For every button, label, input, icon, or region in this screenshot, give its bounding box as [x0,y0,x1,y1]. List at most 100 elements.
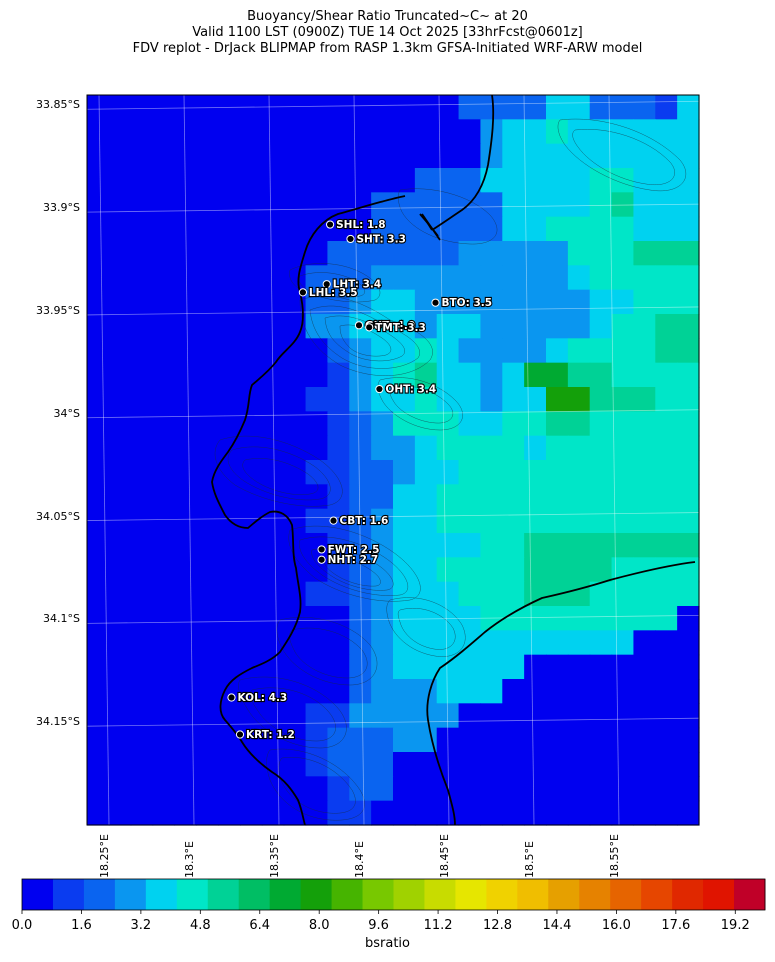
site-marker [354,321,364,330]
field-cell [327,654,350,680]
field-cell [283,752,307,777]
field-cell [174,460,197,485]
field-cell [677,752,700,777]
field-cell [327,168,350,193]
field-cell [611,95,635,120]
field-cell [240,95,263,120]
field-cell [305,265,329,291]
lon-tick-label: 18.35°E [268,834,281,878]
field-cell [589,581,613,607]
field-cell [677,630,700,656]
field-cell [130,703,154,729]
colorbar-swatch [207,879,240,910]
field-cell [546,314,569,339]
field-cell [196,435,219,461]
field-cell [414,387,438,412]
field-cell [436,533,460,558]
field-cell [174,533,197,558]
field-cell [677,216,700,242]
field-cell [196,557,219,583]
field-cell [655,192,678,218]
field-cell [283,168,307,193]
field-cell [349,557,372,583]
field-cell [327,314,350,339]
field-cell [546,241,569,266]
field-cell [567,411,591,437]
field-cell [524,557,547,583]
field-cell [633,387,656,412]
field-cell [152,703,176,729]
field-cell [633,362,656,388]
field-cell [218,143,241,169]
field-cell [130,387,154,412]
field-cell [436,557,460,583]
field-cell [436,752,460,777]
field-cell [546,265,569,291]
field-cell [152,727,176,753]
graticule-lat-line [86,203,700,213]
field-cell [502,508,525,534]
field-cell [589,533,613,558]
field-cell [130,776,154,802]
colorbar-swatch [22,879,54,910]
field-cell [436,581,460,607]
field-cell [174,800,197,826]
field-cell [371,411,394,437]
field-cell [196,265,219,291]
field-cell [152,216,176,242]
field-cell [349,703,372,729]
field-cell [108,168,132,193]
field-cell [327,606,350,631]
graticule-lon-line [608,94,620,826]
colorbar-swatch [610,879,642,910]
field-cell [108,533,132,558]
field-cell [567,265,591,291]
field-cell [655,776,678,802]
field-cell [502,776,525,802]
field-cell [196,484,219,510]
field-cell [436,143,460,169]
field-cell [611,265,635,291]
field-cell [436,362,460,388]
field-cell [349,241,372,266]
field-cell [371,143,394,169]
field-cell [261,119,285,145]
field-cell [393,338,416,364]
field-cell [677,508,700,534]
colorbar-tick-label: 1.6 [71,918,92,933]
field-cell [546,557,569,583]
field-cell [218,387,241,412]
field-cell [87,435,110,461]
field-cell [196,703,219,729]
field-cell [240,800,263,826]
field-cell [414,411,438,437]
field-cell [546,654,569,680]
field-cell [305,119,329,145]
field-cell [305,338,329,364]
field-cell [108,654,132,680]
field-cell [677,314,700,339]
field-cell [174,289,197,315]
field-cell [458,168,482,193]
field-cell [458,606,482,631]
field-cell [393,289,416,315]
field-cell [152,654,176,680]
field-cell [327,241,350,266]
field-cell [458,581,482,607]
field-cell [240,484,263,510]
field-cell [633,289,656,315]
colorbar-title: bsratio [365,936,410,951]
site-marker [346,234,355,244]
field-cell [130,654,154,680]
field-cell [480,314,503,339]
field-cell [633,703,656,729]
field-cell [567,387,591,412]
field-cell [174,703,197,729]
field-cell [327,776,350,802]
field-cell [305,314,329,339]
field-cell [524,752,547,777]
field-cell [349,143,372,169]
field-cell [371,95,394,120]
field-cell [371,800,394,826]
